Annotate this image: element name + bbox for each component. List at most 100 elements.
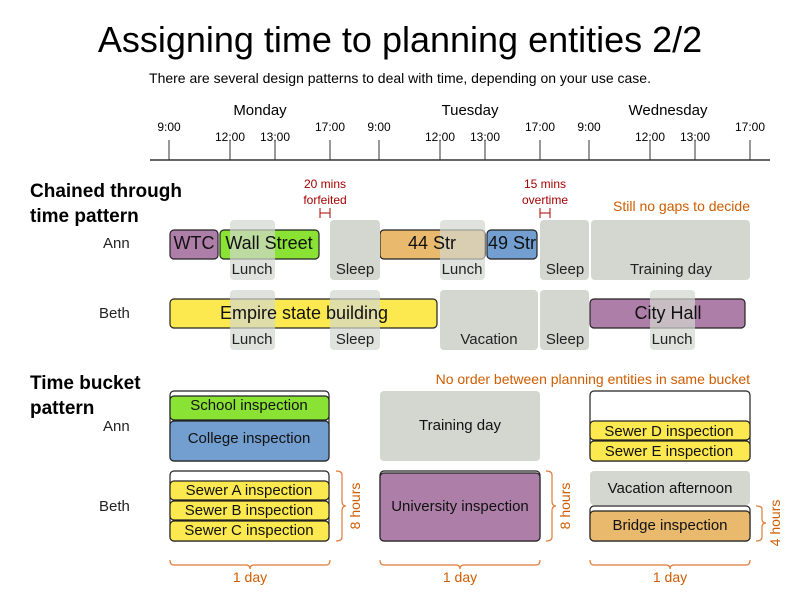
brace xyxy=(169,559,331,570)
row-label-beth: Beth xyxy=(99,305,130,322)
subtitle: There are several design patterns to dea… xyxy=(149,70,651,86)
task-sewer-b-inspection[interactable] xyxy=(169,500,330,521)
chained-note: Still no gaps to decide xyxy=(613,198,750,214)
task-label: City Hall xyxy=(634,303,701,323)
overlap-marker xyxy=(539,208,551,218)
block-label: Sleep xyxy=(546,331,584,348)
task-label: College inspection xyxy=(188,430,311,447)
duration-label: 4 hours xyxy=(767,500,783,547)
overtime-note: 15 mins xyxy=(524,177,566,191)
section-heading: Chained through xyxy=(30,181,182,202)
gap-marker xyxy=(319,208,331,218)
task-label: Sewer C inspection xyxy=(184,522,313,539)
page-title: Assigning time to planning entities 2/2 xyxy=(98,19,702,60)
unavailable-block xyxy=(540,220,589,280)
beth-bucket-row: Sewer A inspection Sewer B inspection Se… xyxy=(169,470,751,542)
block-label: Sleep xyxy=(336,261,374,278)
tick-label: 9:00 xyxy=(367,120,391,134)
block-label: Lunch xyxy=(652,331,693,348)
block-label: Sleep xyxy=(546,261,584,278)
tick-label: 13:00 xyxy=(470,130,500,144)
tick-label: 17:00 xyxy=(735,120,765,134)
task-49-str[interactable] xyxy=(486,229,538,260)
unavailable-block xyxy=(650,290,695,350)
tick-label: 13:00 xyxy=(680,130,710,144)
section-heading: time pattern xyxy=(30,206,139,227)
unavailable-block xyxy=(540,290,589,350)
unavailable-block xyxy=(440,220,485,280)
beth-chain-row: Empire state building City Hall Lunch Sl… xyxy=(169,290,746,350)
brace xyxy=(589,559,751,570)
tick-label: 12:00 xyxy=(425,130,455,144)
task-college-inspection[interactable] xyxy=(169,420,330,462)
task-label: 44 Str xyxy=(408,233,456,253)
task-sewer-e-inspection[interactable] xyxy=(589,440,751,462)
task-school-inspection[interactable] xyxy=(169,395,330,421)
row-label-ann: Ann xyxy=(103,235,130,252)
tick-label: 12:00 xyxy=(215,130,245,144)
task-sewer-c-inspection[interactable] xyxy=(169,520,330,542)
block-label: Training day xyxy=(419,417,501,434)
task-label: Bridge inspection xyxy=(612,517,727,534)
unavailable-block xyxy=(330,220,380,280)
duration-label: 8 hours xyxy=(347,483,363,530)
block-label: Sleep xyxy=(336,331,374,348)
block-label: Lunch xyxy=(232,331,273,348)
row-label-ann: Ann xyxy=(103,418,130,435)
unavailable-block xyxy=(590,471,750,505)
block-label: Vacation xyxy=(460,331,517,348)
tick-label: 17:00 xyxy=(525,120,555,134)
forfeit-note: 20 mins xyxy=(304,177,346,191)
day-span-label: 1 day xyxy=(653,569,687,585)
tick-label: 9:00 xyxy=(157,120,181,134)
brace xyxy=(755,505,767,542)
duration-label: 8 hours xyxy=(557,483,573,530)
unavailable-block xyxy=(591,220,750,280)
task-label: Sewer E inspection xyxy=(605,443,733,460)
unavailable-block xyxy=(230,220,275,280)
row-label-beth: Beth xyxy=(99,498,130,515)
task-sewer-d-inspection[interactable] xyxy=(589,420,751,441)
unavailable-block xyxy=(380,391,540,461)
unavailable-block xyxy=(230,290,275,350)
tick-label: 13:00 xyxy=(260,130,290,144)
task-label: Sewer A inspection xyxy=(186,482,313,499)
brace xyxy=(335,470,347,542)
overtime-note: overtime xyxy=(522,193,568,207)
task-label: School inspection xyxy=(190,397,308,414)
timeline: Monday Tuesday Wednesday 9:00 12:00 13:00 1… xyxy=(150,102,770,161)
task-label: Sewer D inspection xyxy=(604,423,733,440)
task-label: WTC xyxy=(174,233,215,253)
section-heading: Time bucket xyxy=(30,373,141,394)
ann-chain-row: WTC Wall Street 44 Str 49 Str Lunch Slee… xyxy=(169,220,750,280)
task-label: University inspection xyxy=(391,498,529,515)
task-label: Wall Street xyxy=(225,233,312,253)
task-label: Empire state building xyxy=(220,303,388,323)
day-label: Wednesday xyxy=(629,102,708,119)
task-university-inspection[interactable] xyxy=(379,472,541,542)
unavailable-block xyxy=(330,290,380,350)
day-label: Monday xyxy=(233,102,287,119)
duration-braces: 8 hours 8 hours 4 hours 1 day 1 day 1 da… xyxy=(169,470,783,585)
block-label: Training day xyxy=(630,261,712,278)
section-heading: pattern xyxy=(30,398,94,419)
tick-label: 17:00 xyxy=(315,120,345,134)
task-label: 49 Str xyxy=(488,233,536,253)
tick-label: 9:00 xyxy=(577,120,601,134)
task-sewer-a-inspection[interactable] xyxy=(169,480,330,501)
block-label: Vacation afternoon xyxy=(608,480,733,497)
ann-bucket-row: School inspection College inspection Tra… xyxy=(169,390,751,462)
day-span-label: 1 day xyxy=(233,569,267,585)
bucket-note: No order between planning entities in sa… xyxy=(436,371,751,387)
brace xyxy=(545,470,557,542)
day-span-label: 1 day xyxy=(443,569,477,585)
task-label: Sewer B inspection xyxy=(185,502,313,519)
unavailable-block xyxy=(440,290,538,350)
tick-label: 12:00 xyxy=(635,130,665,144)
block-label: Lunch xyxy=(232,261,273,278)
day-label: Tuesday xyxy=(442,102,499,119)
block-label: Lunch xyxy=(442,261,483,278)
task-bridge-inspection[interactable] xyxy=(589,510,751,542)
task-wtc[interactable] xyxy=(169,229,219,260)
